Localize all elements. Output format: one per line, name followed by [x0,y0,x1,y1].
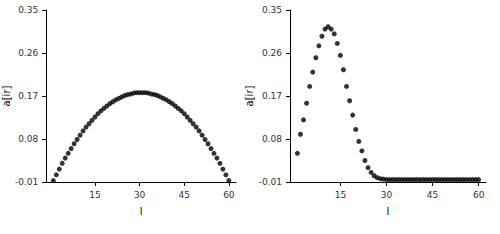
svg-text:-0.01: -0.01 [259,177,282,187]
svg-text:0.26: 0.26 [18,48,38,58]
svg-text:15: 15 [89,190,100,200]
svg-text:15: 15 [335,190,346,200]
svg-text:0.35: 0.35 [262,5,282,15]
svg-text:0.26: 0.26 [262,48,282,58]
svg-text:60: 60 [223,190,235,200]
svg-text:0.17: 0.17 [262,91,282,101]
svg-text:60: 60 [473,190,485,200]
svg-text:30: 30 [134,190,146,200]
svg-text:a[ir]: a[ir] [1,85,12,106]
svg-text:0.08: 0.08 [262,134,282,144]
svg-text:-0.01: -0.01 [15,177,38,187]
svg-text:a[ir]: a[ir] [244,85,255,106]
svg-text:30: 30 [381,190,393,200]
svg-text:0.17: 0.17 [18,91,38,101]
svg-text:l: l [387,206,390,217]
svg-text:45: 45 [427,190,438,200]
svg-text:l: l [140,206,143,217]
svg-text:0.08: 0.08 [18,134,38,144]
svg-text:0.35: 0.35 [18,5,38,15]
svg-text:45: 45 [179,190,190,200]
